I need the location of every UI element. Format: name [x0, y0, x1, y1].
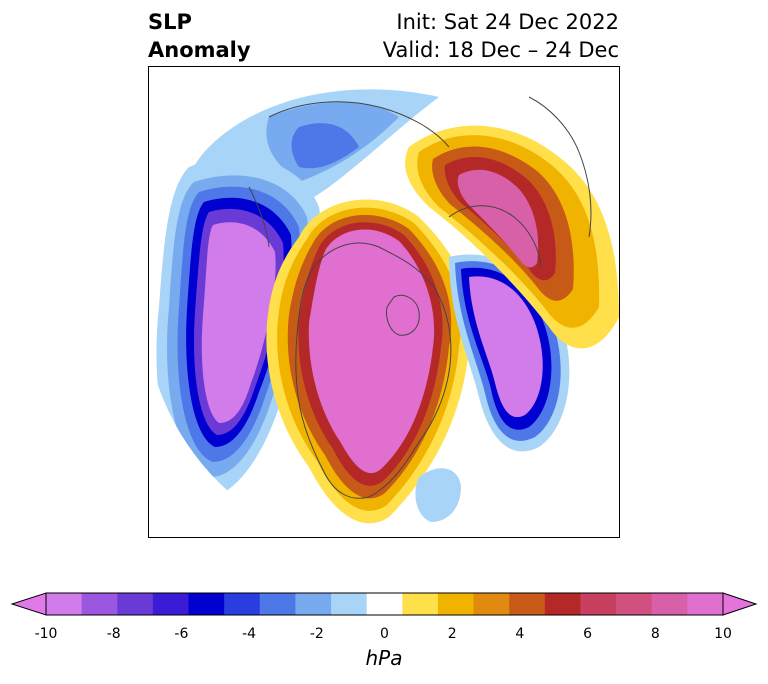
colorbar-tick-label: 6 [583, 626, 593, 642]
anomaly-fields [156, 89, 619, 524]
colorbar-bin [366, 593, 403, 615]
colorbar-tick-label: -8 [106, 626, 121, 642]
colorbar-min-extend [10, 592, 47, 616]
colorbar-bin [259, 593, 296, 615]
date-block: Init: Sat 24 Dec 2022 Valid: 18 Dec – 24… [383, 8, 619, 64]
atlantic-low-core [469, 276, 543, 418]
colorbar-bin [651, 593, 688, 615]
colorbar-bin [295, 593, 332, 615]
colorbar-bin [473, 593, 510, 615]
map-panel [148, 66, 620, 538]
colorbar-bin [152, 593, 190, 615]
colorbar-bin [544, 593, 581, 615]
coastlines [248, 96, 592, 499]
colorbar-bin [616, 593, 653, 615]
colorbar-tick-label: -10 [34, 626, 58, 642]
colorbar-bin [188, 593, 225, 615]
colorbar-bin [46, 593, 83, 615]
colorbar-tick-label: -6 [174, 626, 189, 642]
colorbar-bin [117, 593, 154, 615]
colorbar-bin [580, 593, 617, 615]
colorbar-tick-label: 0 [380, 626, 389, 642]
colorbar-unit: hPa [365, 646, 403, 670]
title-block: SLP Anomaly [148, 8, 251, 64]
colorbar-tick-label: 8 [650, 626, 660, 642]
colorbar-max-extend [722, 592, 758, 616]
colorbar-tick-label: -4 [242, 626, 257, 642]
colorbar-bin [81, 593, 118, 615]
colorbar-bin [687, 593, 724, 615]
colorbar-bin [437, 593, 475, 615]
pacific-low-core [201, 222, 276, 423]
colorbar-bin [402, 593, 439, 615]
init-date: Init: Sat 24 Dec 2022 [396, 10, 619, 34]
valid-date-range: Valid: 18 Dec – 24 Dec [382, 38, 619, 62]
colorbar-tick-label: 10 [714, 626, 732, 642]
florida-low-patch [415, 468, 461, 522]
colorbar-bin [224, 593, 261, 615]
siberia-low-core [291, 123, 359, 169]
colorbar-tick-label: 2 [447, 626, 457, 642]
title-line-2: Anomaly [148, 38, 251, 62]
colorbar-bin [509, 593, 546, 615]
anomaly-map [156, 89, 619, 524]
colorbar-tick-label: -2 [309, 626, 324, 642]
colorbar-tick-label: 4 [515, 626, 525, 642]
canada-high-core [308, 229, 435, 474]
colorbar [10, 592, 758, 616]
colorbar-bin [331, 593, 368, 615]
title-line-1: SLP [148, 10, 192, 34]
europe-high-core [457, 169, 539, 268]
